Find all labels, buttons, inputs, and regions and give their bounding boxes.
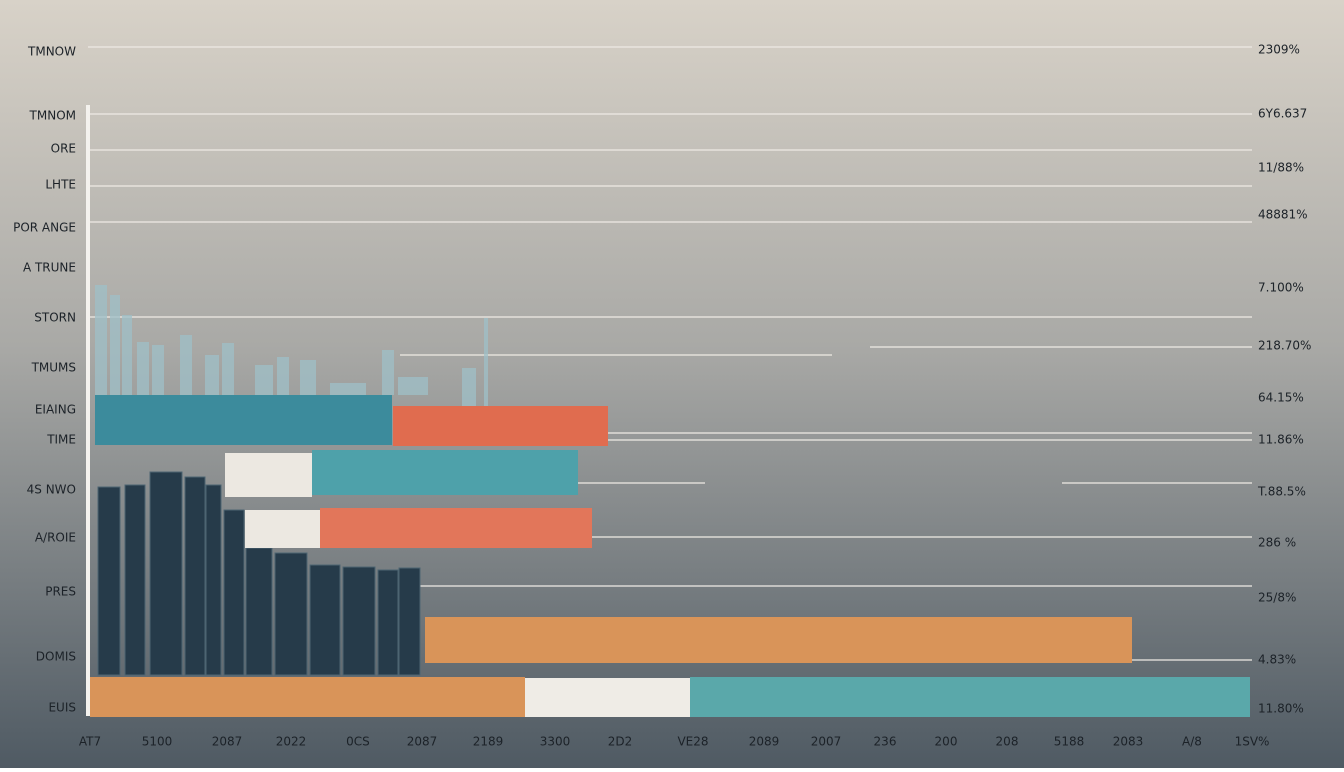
bottom-label: 1SV%: [1235, 735, 1270, 749]
left-label: TMNOW: [27, 45, 76, 59]
bottom-label: 2087: [407, 735, 438, 749]
left-label: EIAING: [35, 403, 76, 417]
bottom-label: VE28: [677, 735, 708, 749]
bottom-label: 2087: [212, 735, 243, 749]
bottom-label: 5100: [142, 735, 173, 749]
right-label: 218.70%: [1258, 339, 1311, 353]
bottom-label: 2089: [749, 735, 780, 749]
bars: [90, 395, 1250, 717]
left-label: STORN: [34, 311, 76, 325]
bottom-label: 3300: [540, 735, 571, 749]
right-label: 48881%: [1258, 208, 1308, 222]
left-label: EUIS: [48, 701, 76, 715]
left-label: TMUMS: [31, 361, 76, 375]
left-label: POR ANGE: [13, 221, 76, 235]
bottom-label: 2189: [473, 735, 504, 749]
left-label: 4S NWO: [27, 483, 76, 497]
labels: TMNOW TMNOM ORE LHTE POR ANGE A TRUNE STORN TMU…: [13, 43, 1311, 749]
right-label: T.88.5%: [1257, 485, 1306, 499]
bottom-label: 2083: [1113, 735, 1144, 749]
bottom-label: A/8: [1182, 735, 1202, 749]
right-label: 11/88%: [1258, 161, 1304, 175]
right-label: 7.100%: [1258, 281, 1304, 295]
bottom-label: 200: [935, 735, 958, 749]
bottom-label: 208: [996, 735, 1019, 749]
left-label: DOMIS: [36, 650, 76, 664]
grid-lines: [88, 46, 1252, 661]
right-label: 4.83%: [1258, 653, 1296, 667]
right-label: 11.80%: [1258, 702, 1304, 716]
right-label: 11.86%: [1258, 433, 1304, 447]
left-label: A/ROIE: [35, 531, 76, 545]
right-label: 6Y6.637: [1258, 107, 1307, 121]
dark-columns: [97, 471, 421, 676]
right-label: 25/8%: [1258, 591, 1296, 605]
bottom-label: AT7: [79, 735, 101, 749]
bottom-label: 236: [874, 735, 897, 749]
right-label: 286 %: [1258, 536, 1296, 550]
bottom-label: 2D2: [608, 735, 633, 749]
bottom-label: 0CS: [346, 735, 370, 749]
left-label: TMNOM: [29, 109, 76, 123]
right-label: 64.15%: [1258, 391, 1304, 405]
left-label: ORE: [51, 142, 76, 156]
left-label: PRES: [45, 585, 76, 599]
bottom-label: 5188: [1054, 735, 1085, 749]
right-label: 2309%: [1258, 43, 1300, 57]
left-label: A TRUNE: [23, 261, 76, 275]
left-label: TIME: [46, 433, 76, 447]
bottom-label: 2007: [811, 735, 842, 749]
bottom-label: 2022: [276, 735, 307, 749]
left-label: LHTE: [45, 178, 76, 192]
